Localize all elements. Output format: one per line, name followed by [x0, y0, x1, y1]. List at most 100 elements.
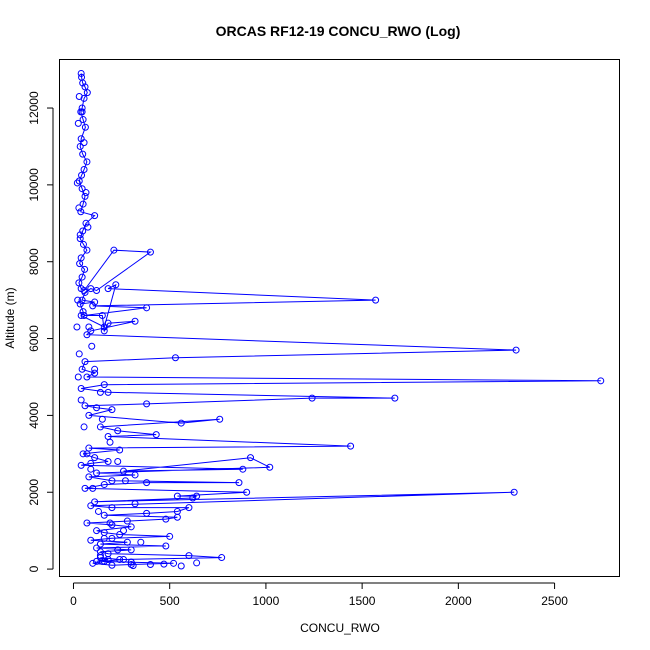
data-point [100, 323, 108, 331]
data-point [160, 560, 168, 568]
data-point [79, 450, 87, 458]
data-point [87, 327, 95, 335]
data-point [82, 189, 90, 197]
data-point [91, 212, 99, 220]
y-axis-label: Altitude (m) [3, 287, 17, 348]
data-point [108, 504, 116, 512]
data-point [75, 177, 83, 185]
data-point [116, 531, 124, 539]
series-line [78, 73, 601, 566]
data-point [83, 450, 91, 458]
data-point [79, 116, 87, 124]
data-point [91, 369, 99, 377]
data-point [73, 179, 81, 187]
data-point [81, 484, 89, 492]
data-point [247, 454, 255, 462]
data-point [79, 79, 87, 87]
data-point [81, 265, 89, 273]
y-tick-label: 4000 [27, 402, 41, 429]
data-point [77, 396, 85, 404]
data-point [80, 139, 88, 147]
y-tick-label: 8000 [27, 248, 41, 275]
data-point [83, 158, 91, 166]
data-point [78, 365, 86, 373]
data-point [110, 246, 118, 254]
data-point [94, 507, 102, 515]
data-point [83, 331, 91, 339]
data-point [98, 415, 106, 423]
data-point [85, 473, 93, 481]
x-tick-label: 1500 [349, 594, 376, 608]
data-point [93, 544, 101, 552]
data-point [81, 192, 89, 200]
data-point [166, 532, 174, 540]
data-point [98, 312, 106, 320]
series-layer [73, 69, 605, 570]
chart-title: ORCAS RF12-19 CONCU_RWO (Log) [216, 23, 461, 39]
x-tick-label: 2000 [445, 594, 472, 608]
data-point [73, 323, 81, 331]
data-point [100, 327, 108, 335]
data-point [116, 555, 124, 563]
data-point [193, 492, 201, 500]
data-point [77, 69, 85, 77]
data-point [143, 509, 151, 517]
data-point [106, 438, 114, 446]
data-point [512, 346, 520, 354]
data-point [120, 527, 128, 535]
data-point [79, 240, 87, 248]
data-point [108, 521, 116, 529]
data-point [104, 555, 112, 563]
data-point [100, 511, 108, 519]
data-point [108, 534, 116, 542]
data-point [171, 354, 179, 362]
data-point [162, 542, 170, 550]
data-point [100, 381, 108, 389]
x-axis-label: CONCU_RWO [300, 621, 380, 635]
data-point [75, 204, 83, 212]
y-tick-label: 12000 [27, 91, 41, 125]
x-tick-label: 500 [160, 594, 180, 608]
data-point [93, 404, 101, 412]
data-point [91, 454, 99, 462]
data-point [78, 104, 86, 112]
plot-frame [59, 59, 620, 577]
data-point [96, 540, 104, 548]
data-point [112, 281, 120, 289]
data-point [79, 150, 87, 158]
data-point [372, 296, 380, 304]
data-point [80, 166, 88, 174]
data-point [91, 298, 99, 306]
data-point [80, 312, 88, 320]
data-point [74, 373, 82, 381]
data-point [89, 484, 97, 492]
data-point [131, 500, 139, 508]
data-point [78, 108, 86, 116]
x-tick-label: 0 [70, 594, 77, 608]
data-point [76, 260, 84, 268]
data-point [597, 377, 605, 385]
y-axis: 0 2000 4000 6000 8000 10000 12000 [27, 91, 54, 572]
data-point [87, 502, 95, 510]
x-tick-label: 2500 [541, 594, 568, 608]
data-point [266, 463, 274, 471]
data-point [391, 394, 399, 402]
data-point [131, 317, 139, 325]
data-point [96, 423, 104, 431]
data-point [114, 458, 122, 466]
data-point [127, 558, 135, 566]
data-point [81, 123, 89, 131]
data-point [82, 219, 90, 227]
data-point [143, 479, 151, 487]
data-point [79, 200, 87, 208]
data-point [87, 285, 95, 293]
y-tick-label: 10000 [27, 168, 41, 202]
data-point [123, 517, 131, 525]
data-point [96, 388, 104, 396]
data-point [91, 365, 99, 373]
data-point [100, 481, 108, 489]
data-point [81, 358, 89, 366]
data-point [87, 536, 95, 544]
data-point [77, 385, 85, 393]
